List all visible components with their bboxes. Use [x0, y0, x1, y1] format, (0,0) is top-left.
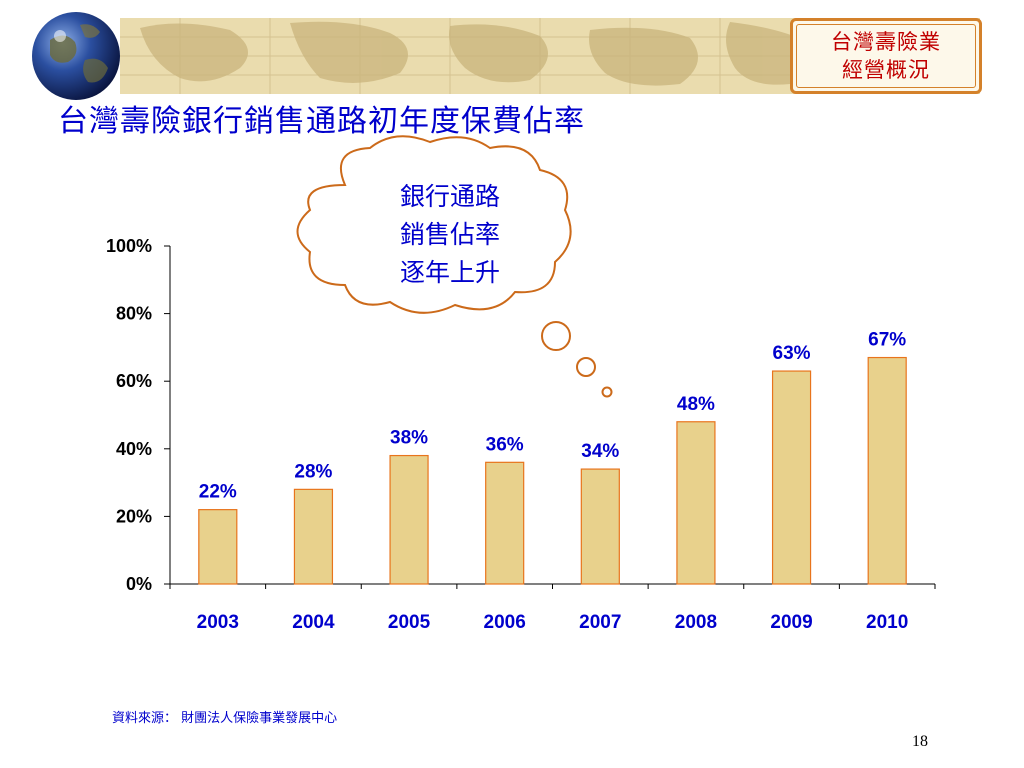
chart-bars	[198, 356, 907, 585]
globe-icon	[32, 12, 120, 100]
thought-bubble-small	[601, 386, 613, 398]
badge-line-1: 台灣壽險業	[831, 30, 941, 54]
data-label: 28%	[294, 461, 332, 482]
y-tick-label: 100%	[106, 236, 152, 256]
bar	[580, 468, 620, 585]
thought-cloud	[296, 135, 572, 314]
y-tick-label: 60%	[116, 371, 152, 391]
callout-line-2: 銷售佔率	[399, 220, 500, 249]
chart-labels: 22% 2003 28% 2004 38% 2005 36% 2006 34% 2007 48% 20…	[197, 330, 909, 633]
callout-line-1: 銀行通路	[399, 182, 500, 211]
bar	[485, 461, 525, 585]
page-number: 18	[912, 733, 928, 750]
bar	[676, 421, 716, 585]
data-label: 67%	[868, 330, 906, 351]
y-tick-label: 40%	[116, 439, 152, 459]
x-tick-label: 2009	[770, 612, 812, 633]
slide-title: 台灣壽險銀行銷售通路初年度保費佔率	[58, 104, 585, 139]
data-label: 36%	[486, 434, 524, 455]
thought-bubble-large	[541, 321, 571, 351]
y-tick-label: 0%	[126, 574, 152, 594]
callout-text: 銀行通路 銷售佔率 逐年上升	[370, 178, 530, 292]
bar	[293, 488, 334, 585]
data-label: 34%	[581, 441, 619, 462]
x-tick-label: 2007	[579, 612, 621, 633]
x-tick-label: 2010	[866, 612, 908, 633]
x-tick-label: 2006	[484, 612, 526, 633]
callout-line-3: 逐年上升	[399, 258, 500, 287]
data-label: 48%	[677, 394, 715, 415]
thought-bubble-medium	[576, 357, 596, 377]
data-label: 38%	[390, 428, 428, 449]
x-tick-label: 2008	[675, 612, 717, 633]
section-badge: 台灣壽險業 經營概況	[790, 18, 982, 94]
x-tick-label: 2005	[388, 612, 431, 633]
data-label: 22%	[199, 482, 237, 503]
x-tick-label: 2004	[292, 612, 335, 633]
y-tick-label: 20%	[116, 506, 152, 526]
bar	[867, 356, 907, 585]
source-note: 資料來源： 財團法人保險事業發展中心	[112, 711, 338, 726]
y-tick-label: 80%	[116, 304, 152, 324]
data-label: 63%	[773, 343, 811, 364]
x-tick-label: 2003	[197, 612, 239, 633]
bar	[771, 370, 812, 585]
badge-line-2: 經營概況	[842, 58, 930, 82]
bar	[198, 509, 238, 585]
bar	[389, 454, 429, 585]
